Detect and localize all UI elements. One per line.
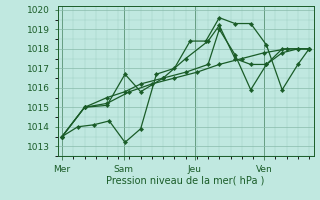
X-axis label: Pression niveau de la mer( hPa ): Pression niveau de la mer( hPa ) [107,175,265,185]
